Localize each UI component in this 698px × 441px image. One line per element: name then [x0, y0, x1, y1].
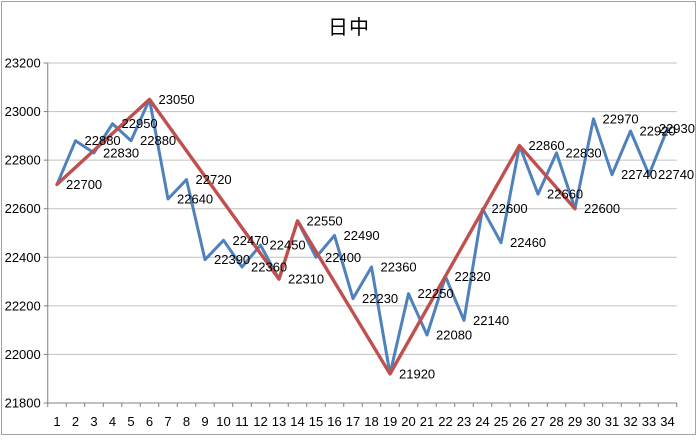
x-axis-label: 34	[660, 414, 674, 429]
x-axis-label: 21	[420, 414, 434, 429]
data-label: 22920	[640, 124, 676, 139]
data-label: 22360	[381, 260, 417, 275]
data-label: 22310	[288, 272, 324, 287]
data-label: 22660	[547, 187, 583, 202]
x-axis-label: 15	[309, 414, 323, 429]
data-label: 22320	[455, 269, 491, 284]
x-axis-label: 5	[127, 414, 134, 429]
x-axis-label: 7	[164, 414, 171, 429]
x-axis-label: 29	[568, 414, 582, 429]
data-label: 22740	[621, 167, 657, 182]
y-axis-label: 23200	[5, 56, 41, 71]
data-label: 22230	[362, 291, 398, 306]
y-axis-label: 21800	[5, 396, 41, 411]
x-axis-label: 1	[53, 414, 60, 429]
data-label: 22140	[473, 313, 509, 328]
data-label: 22700	[66, 177, 102, 192]
price-series-blue-line	[55, 97, 669, 376]
x-axis-label: 24	[475, 414, 489, 429]
chart-title: 日中	[328, 17, 370, 39]
data-label: 22600	[492, 201, 528, 216]
data-label: 22550	[307, 213, 343, 228]
data-label: 22470	[233, 233, 269, 248]
x-axis-label: 25	[494, 414, 508, 429]
x-axis-label: 31	[605, 414, 619, 429]
y-axis-label: 22000	[5, 347, 41, 362]
y-axis-label: 23000	[5, 104, 41, 119]
chart-frame	[1, 1, 696, 435]
x-axis-label: 27	[531, 414, 545, 429]
data-label: 22720	[196, 172, 232, 187]
x-axis-label: 14	[290, 414, 304, 429]
x-axis-label: 11	[235, 414, 249, 429]
x-axis-label: 32	[623, 414, 637, 429]
y-axis-label: 22400	[5, 250, 41, 265]
x-axis-label: 8	[183, 414, 190, 429]
data-label: 22600	[584, 201, 620, 216]
data-label: 22860	[529, 138, 565, 153]
x-axis-label: 13	[272, 414, 286, 429]
x-axis-label: 12	[253, 414, 267, 429]
data-label: 22080	[436, 328, 472, 343]
x-axis-label: 6	[146, 414, 153, 429]
data-label: 22880	[85, 133, 121, 148]
y-axis-label: 22600	[5, 201, 41, 216]
x-axis-label: 20	[401, 414, 415, 429]
data-label: 22930	[659, 121, 695, 136]
data-label: 22970	[603, 111, 639, 126]
x-axis-label: 2	[72, 414, 79, 429]
data-label: 22830	[103, 145, 139, 160]
x-axis-label: 18	[364, 414, 378, 429]
data-label: 22460	[510, 235, 546, 250]
data-label: 22950	[122, 116, 158, 131]
x-axis-label: 10	[216, 414, 230, 429]
swing-series-red-line	[55, 97, 577, 376]
x-axis-label: 33	[642, 414, 656, 429]
data-label: 22250	[418, 286, 454, 301]
x-axis-label: 16	[327, 414, 341, 429]
x-axis-label: 19	[383, 414, 397, 429]
y-axis-label: 22200	[5, 298, 41, 313]
data-label: 21920	[399, 366, 435, 381]
data-label: 22490	[344, 228, 380, 243]
data-label: 22390	[214, 252, 250, 267]
x-axis-label: 9	[201, 414, 208, 429]
x-axis-label: 28	[549, 414, 563, 429]
x-axis-label: 4	[109, 414, 116, 429]
x-axis-label: 26	[512, 414, 526, 429]
data-label: 23050	[159, 92, 195, 107]
x-axis-label: 23	[457, 414, 471, 429]
data-label: 22740	[658, 167, 694, 182]
data-label: 22360	[251, 260, 287, 275]
x-axis-label: 3	[90, 414, 97, 429]
y-axis-label: 22800	[5, 153, 41, 168]
x-axis-label: 22	[438, 414, 452, 429]
data-label: 22830	[566, 145, 602, 160]
x-axis-label: 30	[586, 414, 600, 429]
data-label: 22880	[140, 133, 176, 148]
data-label: 22640	[177, 192, 213, 207]
data-label: 22400	[325, 250, 361, 265]
x-axis-label: 17	[346, 414, 360, 429]
data-label: 22450	[270, 238, 306, 253]
